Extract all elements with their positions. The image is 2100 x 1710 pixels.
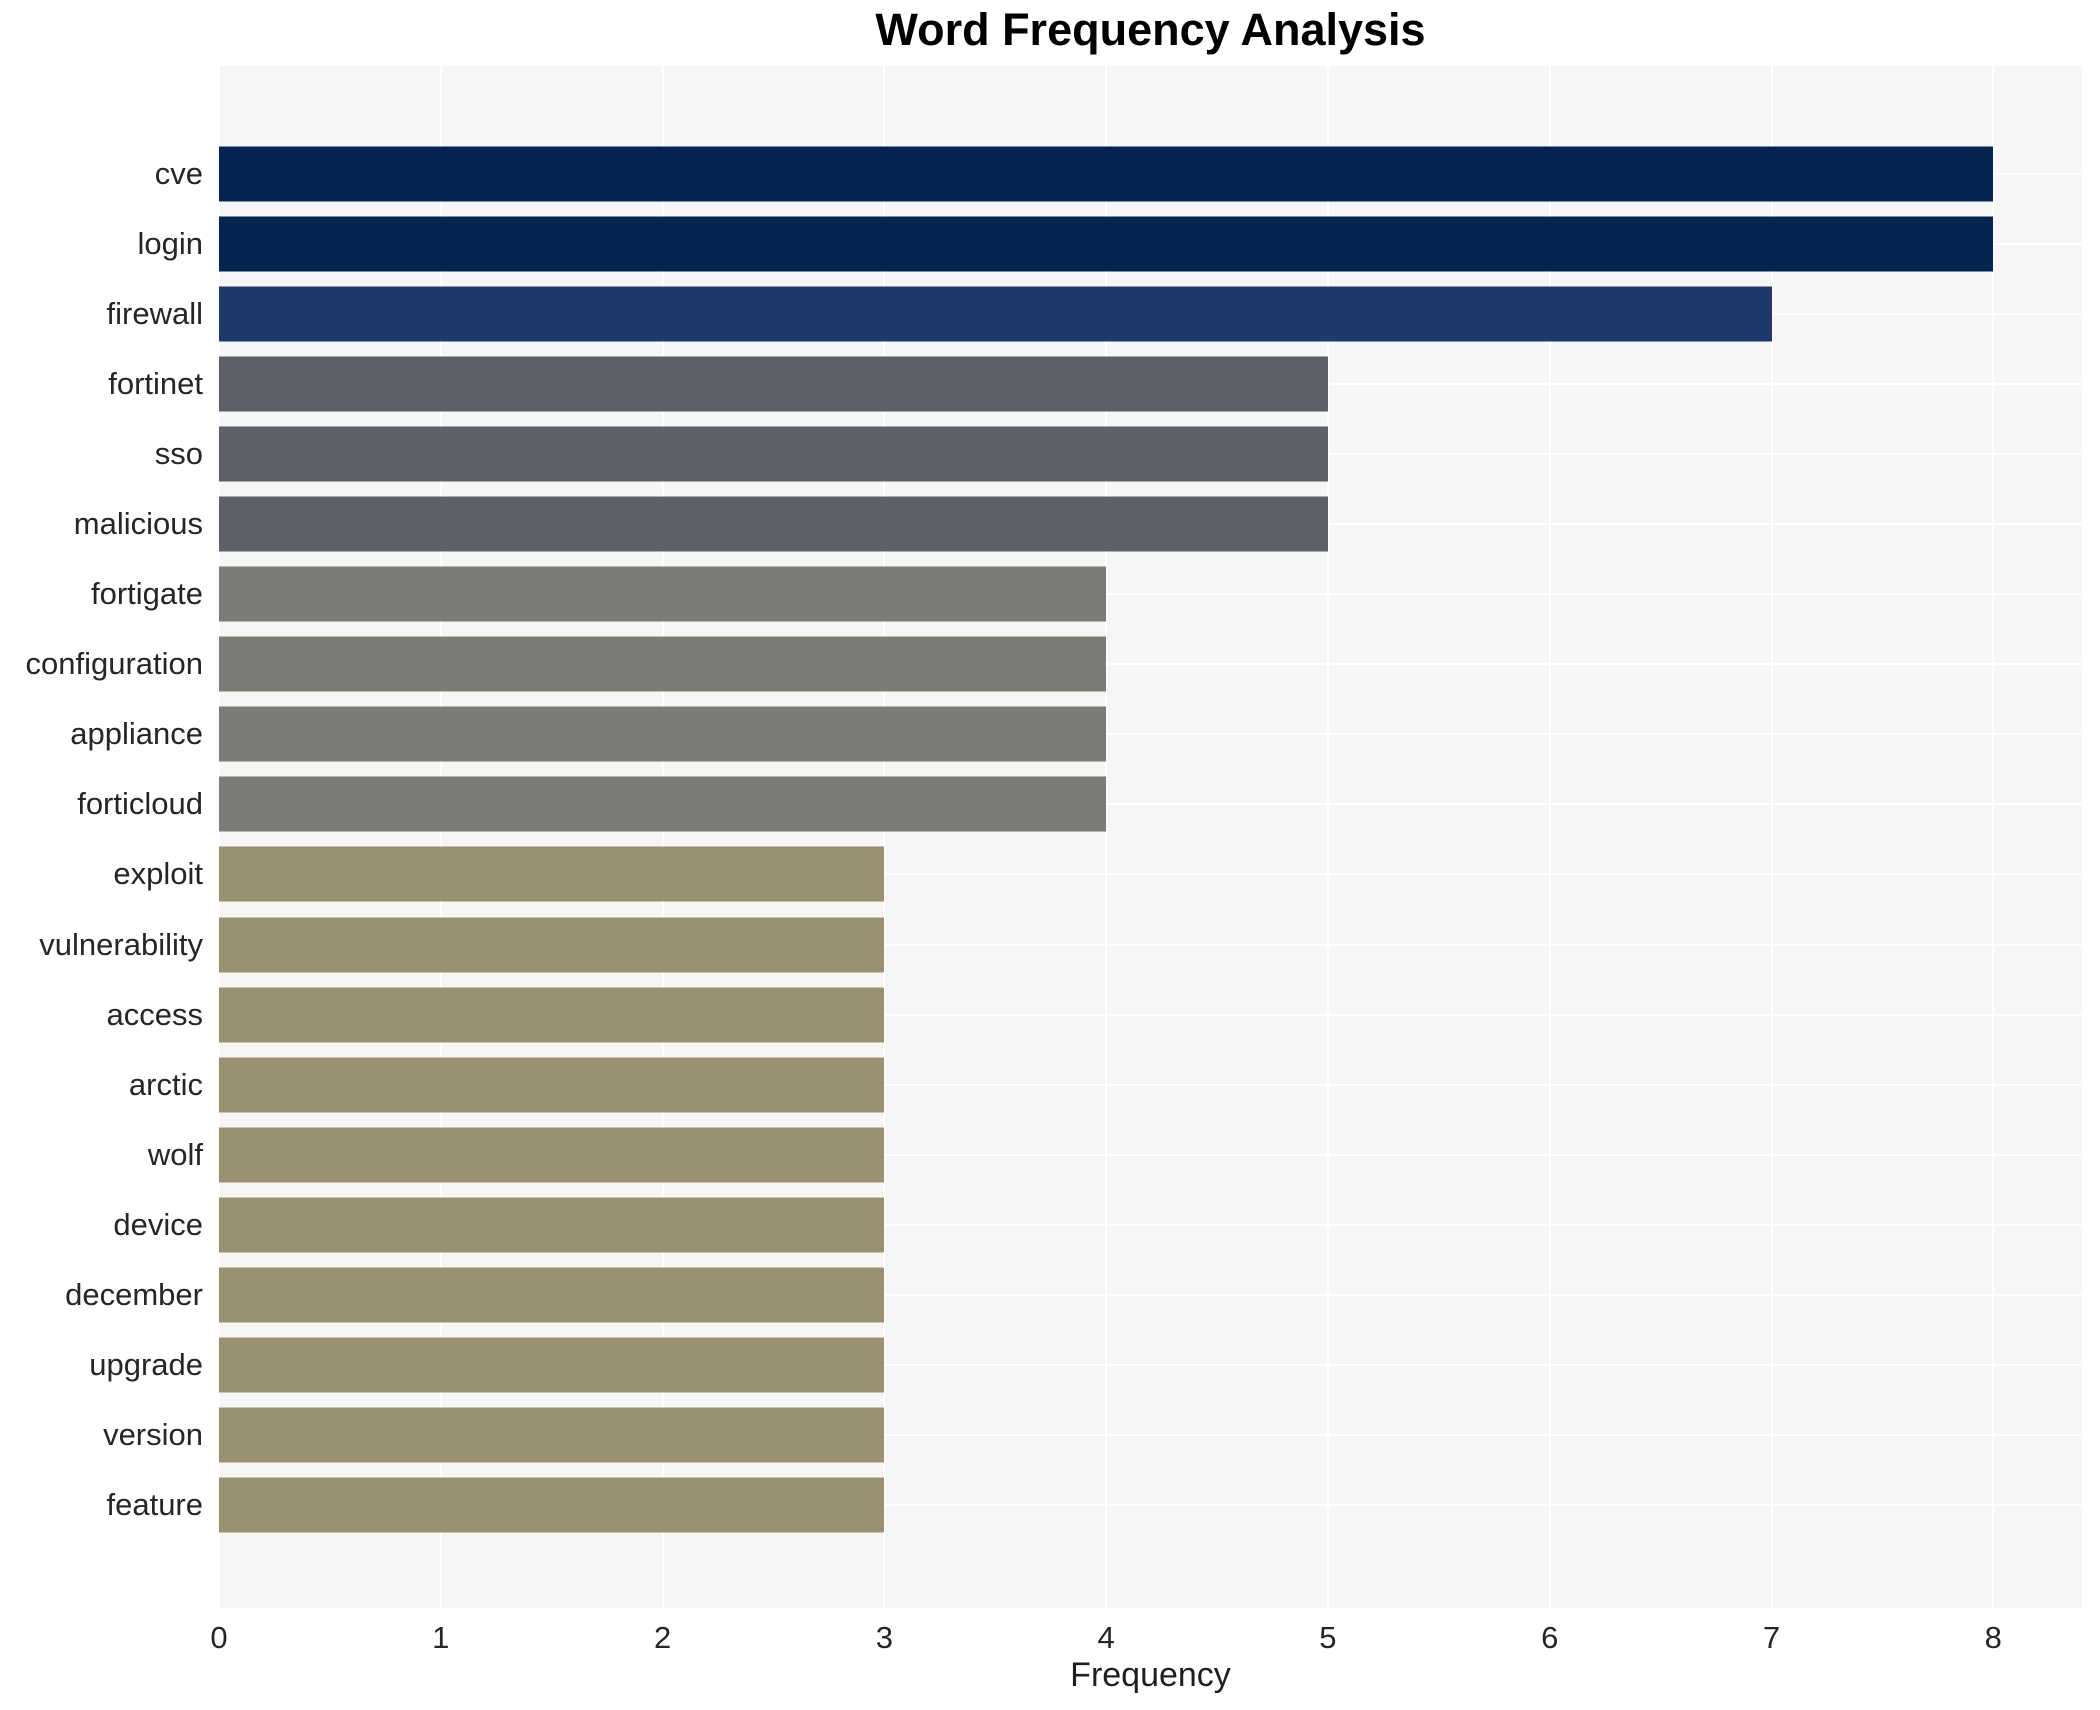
bar-row: vulnerability bbox=[39, 910, 2082, 980]
bar-access bbox=[219, 987, 885, 1043]
x-tick-label: 4 bbox=[1097, 1620, 1115, 1655]
bar-row: feature bbox=[106, 1470, 2082, 1540]
bar-sso bbox=[219, 426, 1328, 482]
y-tick-label: version bbox=[103, 1416, 203, 1452]
y-tick-label: appliance bbox=[70, 716, 203, 752]
bar-fortigate bbox=[219, 566, 1107, 622]
bar-upgrade bbox=[219, 1337, 885, 1393]
bar-row: sso bbox=[155, 419, 2082, 489]
bar-row: login bbox=[138, 209, 2082, 279]
x-tick-label: 3 bbox=[875, 1620, 893, 1655]
y-tick-label: firewall bbox=[106, 296, 203, 332]
gridline-vertical bbox=[1770, 66, 1773, 1608]
x-axis-label: Frequency bbox=[1070, 1656, 1231, 1694]
gridline-vertical bbox=[1992, 66, 1995, 1608]
y-tick-label: december bbox=[65, 1276, 203, 1312]
bar-firewall bbox=[219, 286, 1772, 342]
gridline-horizontal bbox=[219, 1083, 2082, 1086]
y-tick-label: upgrade bbox=[89, 1346, 203, 1382]
gridline-horizontal bbox=[219, 873, 2082, 876]
gridline-vertical bbox=[1105, 66, 1108, 1608]
x-tick-label: 8 bbox=[1984, 1620, 2002, 1655]
bar-exploit bbox=[219, 846, 885, 902]
bar-row: exploit bbox=[113, 839, 2082, 909]
bar-row: cve bbox=[155, 139, 2082, 209]
y-tick-label: login bbox=[137, 226, 204, 262]
y-tick-label: configuration bbox=[25, 646, 203, 682]
bar-row: fortinet bbox=[108, 349, 2082, 419]
bar-rows: cve login firewall fortinet sso malicious fort… bbox=[25, 66, 2082, 1608]
y-tick-label: access bbox=[106, 996, 203, 1032]
bar-vulnerability bbox=[219, 917, 885, 973]
y-tick-label: exploit bbox=[113, 856, 203, 892]
y-tick-label: vulnerability bbox=[39, 926, 203, 962]
x-tick-label: 7 bbox=[1762, 1620, 1781, 1655]
x-tick-label: 6 bbox=[1541, 1620, 1559, 1655]
gridline-horizontal bbox=[219, 1503, 2082, 1506]
bar-row: wolf bbox=[148, 1120, 2082, 1190]
bar-row: appliance bbox=[70, 699, 2082, 769]
gridline-horizontal bbox=[219, 943, 2082, 946]
bar-device bbox=[219, 1197, 885, 1253]
y-tick-label: wolf bbox=[147, 1136, 203, 1172]
bar-configuration bbox=[219, 636, 1107, 692]
y-tick-label: sso bbox=[154, 436, 203, 472]
x-tick-label: 5 bbox=[1319, 1620, 1337, 1655]
gridline-vertical bbox=[218, 66, 220, 1608]
gridline-horizontal bbox=[219, 1153, 2082, 1156]
bar-row: access bbox=[107, 980, 2082, 1050]
gridline-horizontal bbox=[219, 1433, 2082, 1436]
bar-malicious bbox=[219, 496, 1328, 552]
gridline-horizontal bbox=[219, 1223, 2082, 1226]
gridline-horizontal bbox=[219, 663, 2082, 666]
gridline-vertical bbox=[439, 66, 442, 1608]
gridline-horizontal bbox=[219, 593, 2082, 596]
y-tick-label: device bbox=[113, 1206, 203, 1242]
gridline-vertical bbox=[1326, 66, 1329, 1608]
y-tick-label: forticloud bbox=[77, 786, 203, 822]
plot-area: cve login firewall fortinet sso malicious fort… bbox=[25, 66, 2082, 1694]
y-tick-label: fortinet bbox=[108, 366, 203, 402]
x-tick-label: 0 bbox=[210, 1620, 228, 1655]
x-tick-label: 1 bbox=[432, 1620, 450, 1655]
y-tick-label: malicious bbox=[73, 506, 203, 542]
bar-row: arctic bbox=[129, 1050, 2082, 1120]
gridline-horizontal bbox=[219, 803, 2082, 806]
gridline-vertical bbox=[1548, 66, 1551, 1608]
gridline-horizontal bbox=[219, 1363, 2082, 1366]
bar-cve bbox=[219, 146, 1994, 202]
x-tick-label: 2 bbox=[653, 1620, 672, 1655]
bar-row: malicious bbox=[74, 489, 2082, 559]
bar-december bbox=[219, 1267, 885, 1323]
bar-row: upgrade bbox=[89, 1330, 2082, 1400]
y-tick-label: fortigate bbox=[90, 576, 203, 612]
bar-feature bbox=[219, 1477, 885, 1533]
bar-forticloud bbox=[219, 776, 1107, 832]
bar-row: device bbox=[113, 1190, 2082, 1260]
bar-version bbox=[219, 1407, 885, 1463]
gridline-horizontal bbox=[219, 1013, 2082, 1016]
bar-fortinet bbox=[219, 356, 1328, 412]
bar-arctic bbox=[219, 1057, 885, 1113]
gridline-vertical bbox=[661, 66, 664, 1608]
gridline-horizontal bbox=[219, 733, 2082, 736]
gridline-horizontal bbox=[219, 1293, 2082, 1296]
bar-row: firewall bbox=[107, 279, 2082, 349]
gridline-vertical bbox=[883, 66, 886, 1608]
y-tick-label: arctic bbox=[128, 1066, 203, 1102]
bar-appliance bbox=[219, 706, 1107, 762]
y-tick-label: feature bbox=[106, 1486, 203, 1522]
bar-row: version bbox=[103, 1400, 2082, 1470]
bar-row: december bbox=[65, 1260, 2082, 1330]
bar-row: configuration bbox=[25, 629, 2082, 699]
bar-wolf bbox=[219, 1127, 885, 1183]
chart-title: Word Frequency Analysis bbox=[875, 4, 1426, 55]
bar-row: forticloud bbox=[77, 769, 2082, 839]
bar-login bbox=[219, 216, 1994, 272]
y-tick-label: cve bbox=[154, 156, 203, 191]
bar-row: fortigate bbox=[91, 559, 2082, 629]
